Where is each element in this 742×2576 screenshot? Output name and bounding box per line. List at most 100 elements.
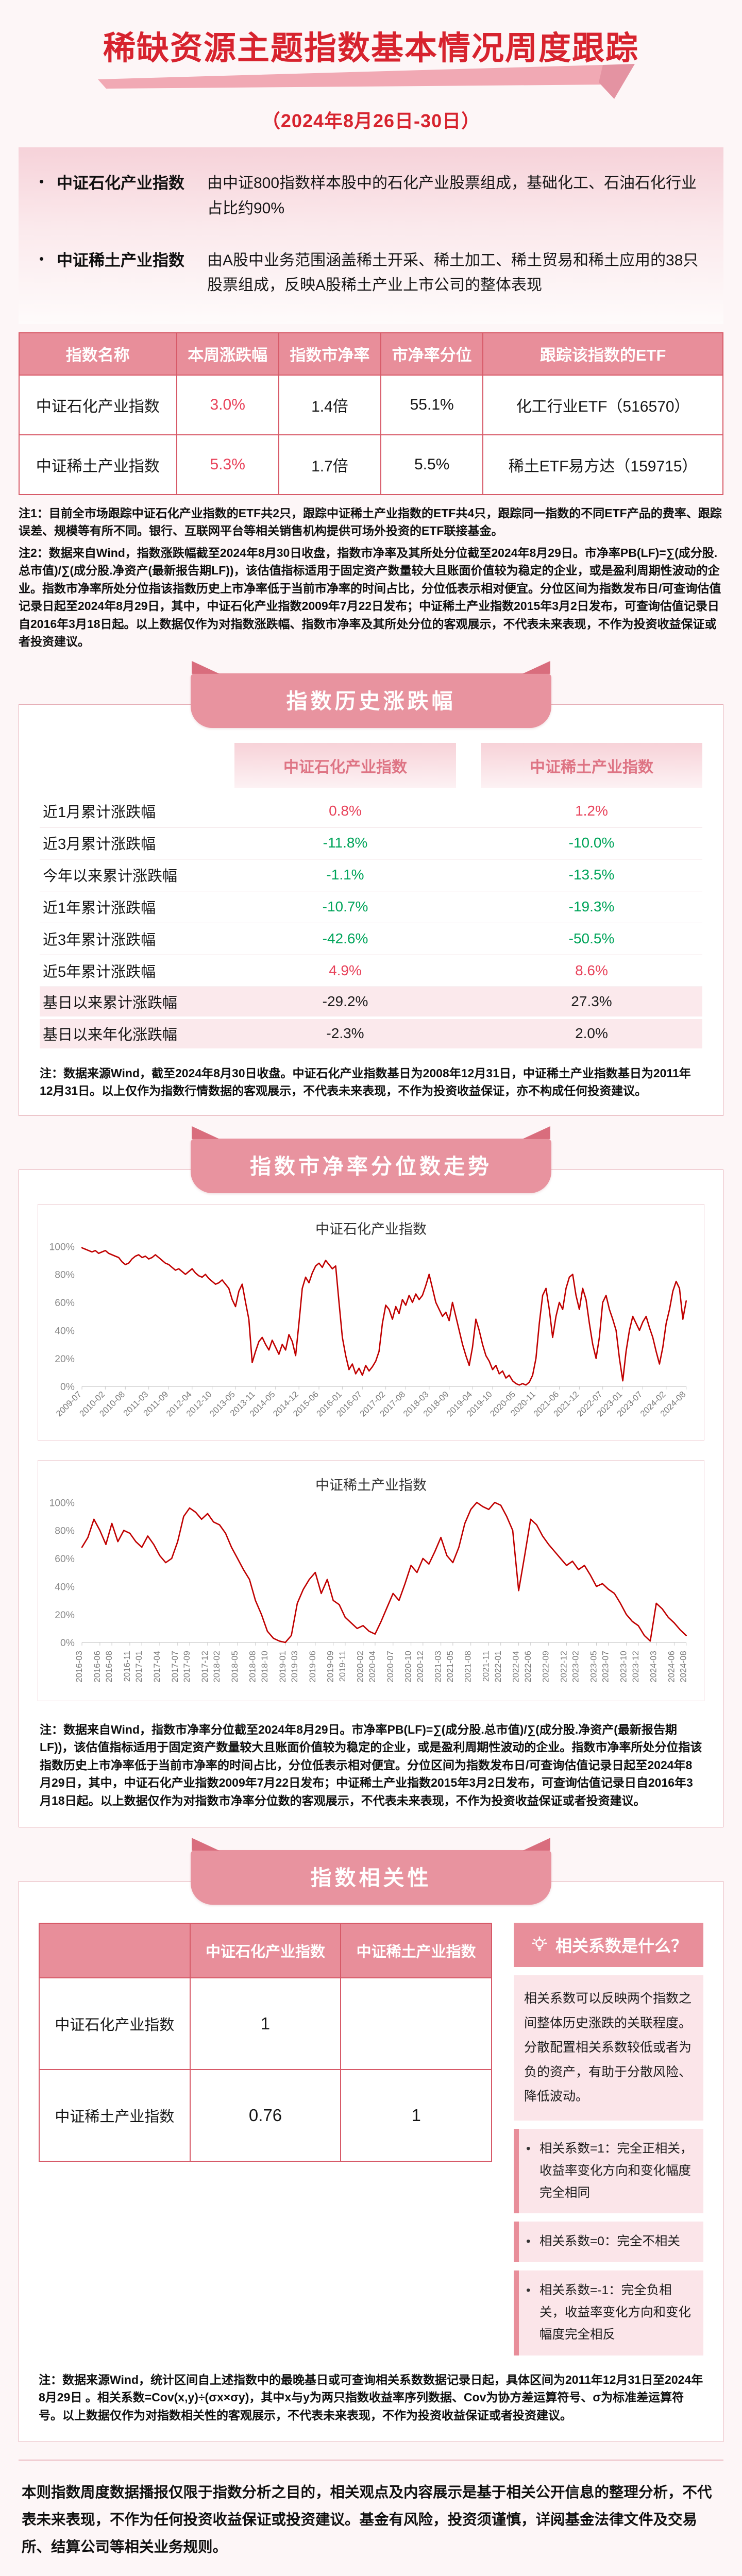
- history-section-banner: 指数历史涨跌幅: [191, 673, 551, 728]
- x-tick-label: 2023-02: [571, 1651, 581, 1682]
- x-tick-label: 2016-11: [122, 1651, 132, 1682]
- matrix-row-label: 中证石化产业指数: [39, 1977, 191, 2071]
- overview-header-cell: 跟踪该指数的ETF: [482, 332, 723, 376]
- y-axis-labels: 0% 20% 40% 60% 80% 100%: [49, 1498, 75, 1649]
- overview-cell: 5.5%: [380, 434, 484, 495]
- matrix-row: 中证稀土产业指数 0.76 1: [39, 2069, 492, 2162]
- x-tick-label: 2019-03: [290, 1651, 299, 1682]
- matrix-row: 中证石化产业指数 1: [39, 1977, 492, 2071]
- pb-chart-svg-rare-earth: 0%20%40%60%80%100%2016-03 2016-06 2016-08 2…: [49, 1498, 688, 1683]
- overview-cell: 化工行业ETF（516570）: [482, 374, 723, 435]
- x-tick-label: 2022-01: [493, 1651, 503, 1682]
- history-note: 注：数据来源Wind，截至2024年8月30日收盘。中证石化产业指数基日为200…: [40, 1066, 691, 1098]
- correlation-sidebar: 相关系数是什么？ 相关系数可以反映两个指数之间整体历史涨跌的关联程度。分散配置相…: [514, 1923, 703, 2355]
- x-tick-label: 2021-03: [433, 1651, 443, 1682]
- x-tick-label: 2018-08: [248, 1651, 258, 1682]
- pb-banner-wrap: 指数市净率分位数走势: [19, 1138, 723, 1193]
- history-value: -42.6%: [322, 930, 368, 947]
- x-tick-label: 2022-06: [523, 1651, 533, 1682]
- intro-desc: 由中证800指数样本股中的石化产业股票组成，基础化工、石油石化行业占比约90%: [207, 175, 697, 217]
- overview-table-row: 中证稀土产业指数 5.3% 1.7倍 5.5% 稀土ETF易方达（159715）: [19, 434, 723, 495]
- history-row: 近3月累计涨跌幅 -11.8% -10.0%: [40, 827, 702, 859]
- bullet-dot-icon: •: [39, 174, 44, 190]
- x-tick-label: 2023-05: [589, 1651, 599, 1682]
- overview-cell: 中证稀土产业指数: [19, 434, 177, 495]
- intro-bullet-row: • 中证稀土产业指数 由A股中业务范围涵盖稀土开采、稀土加工、稀土贸易和稀土应用的3…: [39, 248, 703, 298]
- x-tick-label: 2020-12: [415, 1651, 425, 1682]
- history-row: 近1月累计涨跌幅 0.8% 1.2%: [40, 795, 702, 827]
- y-tick-label: 0%: [60, 1638, 75, 1649]
- history-row-label: 近5年累计涨跌幅: [43, 964, 156, 981]
- x-tick-label: 2017-04: [152, 1651, 162, 1682]
- history-row: 今年以来累计涨跌幅 -1.1% -13.5%: [40, 859, 702, 891]
- bullet-dot-icon: •: [526, 2234, 531, 2249]
- sidebar-bullet-text: 相关系数=-1：完全负相关，收益率变化方向和变化幅度完全相反: [539, 2283, 691, 2342]
- overview-header-cell: 指数市净率: [278, 332, 382, 376]
- correlation-grid: 中证石化产业指数 中证稀土产业指数 中证石化产业指数 1 中证稀土产业指数 0.76 1 …: [39, 1923, 703, 2355]
- overview-cell: 中证石化产业指数: [19, 374, 177, 435]
- matrix-header-cell: 中证稀土产业指数: [340, 1923, 492, 1979]
- x-tick-label: 2019-09: [326, 1651, 335, 1682]
- y-tick-label: 60%: [55, 1554, 75, 1565]
- history-value: -2.3%: [326, 1025, 364, 1042]
- overview-table-row: 中证石化产业指数 3.0% 1.4倍 55.1% 化工行业ETF（516570）: [19, 374, 723, 435]
- x-tick-label: 2020-02: [356, 1651, 365, 1682]
- index-intro-card: • 中证石化产业指数 由中证800指数样本股中的石化产业股票组成，基础化工、石油石化…: [19, 147, 723, 324]
- history-row-label: 近1年累计涨跌幅: [43, 900, 156, 917]
- y-tick-label: 40%: [55, 1326, 75, 1336]
- x-tick-label: 2024-08: [679, 1651, 688, 1682]
- x-tick-label: 2023-10: [619, 1651, 629, 1682]
- history-row-label: 近1月累计涨跌幅: [43, 804, 156, 821]
- history-value: -11.8%: [323, 835, 368, 851]
- pb-percentile-series-line: [81, 1247, 687, 1386]
- x-tick-label: 2023-07: [601, 1651, 611, 1682]
- pb-note: 注：数据来自Wind，指数市净率分位截至2024年8月29日。市净率PB(LF)…: [40, 1722, 702, 1807]
- matrix-value-cell: [340, 1977, 492, 2071]
- footer-disclaimer: 本则指数周度数据播报仅限于指数分析之目的，相关观点及内容展示是基于相关公开信息的…: [22, 2484, 712, 2555]
- history-value: -10.7%: [322, 899, 368, 915]
- history-value: 4.9%: [329, 962, 362, 979]
- history-column-header-rare-earth: 中证稀土产业指数: [481, 742, 702, 788]
- overview-cell: 3.0%: [176, 374, 279, 435]
- correlation-matrix-table: 中证石化产业指数 中证稀土产业指数 中证石化产业指数 1 中证稀土产业指数 0.76 1: [39, 1923, 492, 2162]
- matrix-value-cell: 0.76: [189, 2069, 342, 2162]
- matrix-value-cell: 1: [189, 1977, 342, 2071]
- report-date-range: （2024年8月26日-30日）: [261, 110, 481, 132]
- history-column-header-petrochemical: 中证石化产业指数: [234, 742, 456, 788]
- y-tick-label: 100%: [49, 1498, 75, 1509]
- x-tick-label: 2021-11: [481, 1651, 491, 1682]
- x-tick-label: 2024-03: [649, 1651, 659, 1682]
- y-tick-label: 40%: [55, 1582, 75, 1593]
- y-tick-label: 100%: [49, 1242, 75, 1252]
- history-value: -29.2%: [322, 993, 368, 1010]
- y-tick-label: 20%: [55, 1354, 75, 1365]
- history-row: 近5年累计涨跌幅 4.9% 8.6%: [40, 955, 702, 987]
- pb-chart-svg-petrochemical: 0% 20% 40% 60% 80% 100% 2009-072010-022010-082…: [49, 1242, 688, 1418]
- history-header-spacer: [40, 743, 210, 795]
- x-tick-label: 2021-08: [463, 1651, 473, 1682]
- lightbulb-icon: [532, 1936, 547, 1951]
- x-tick-label: 2020-07: [385, 1651, 395, 1682]
- x-tick-label: 2022-09: [541, 1651, 551, 1682]
- bullet-dot-icon: •: [39, 250, 44, 266]
- pb-section-banner: 指数市净率分位数走势: [191, 1138, 551, 1193]
- x-tick-label: 2023-12: [631, 1651, 640, 1682]
- correlation-section-banner: 指数相关性: [191, 1850, 551, 1905]
- sidebar-bullet-text: 相关系数=1：完全正相关，收益率变化方向和变化幅度完全相同: [539, 2141, 693, 2200]
- x-axis-labels: 2009-072010-022010-082011-032011-092012-…: [54, 1386, 688, 1418]
- history-value: 1.2%: [575, 803, 608, 819]
- x-tick-label: 2020-10: [403, 1651, 413, 1682]
- correlation-banner-wrap: 指数相关性: [19, 1850, 723, 1905]
- overview-header-cell: 本周涨跌幅: [176, 332, 279, 376]
- overview-note-1: 注1：目前全市场跟踪中证石化产业指数的ETF共2只，跟踪中证稀土产业指数的ETF…: [19, 506, 722, 538]
- history-value: -19.3%: [568, 899, 615, 915]
- history-row-label: 近3月累计涨跌幅: [43, 836, 156, 853]
- x-tick-label: 2022-04: [511, 1651, 521, 1682]
- pb-chart-box-petrochemical: 中证石化产业指数 0% 20% 40% 60% 80% 100% 2009-07 2010-0…: [38, 1204, 704, 1441]
- history-value: -50.5%: [568, 930, 615, 947]
- x-tick-label: 2017-01: [134, 1651, 144, 1682]
- x-tick-label: 2019-06: [308, 1651, 317, 1682]
- y-tick-label: 0%: [60, 1382, 75, 1393]
- x-tick-label: 2009-07: [54, 1389, 83, 1418]
